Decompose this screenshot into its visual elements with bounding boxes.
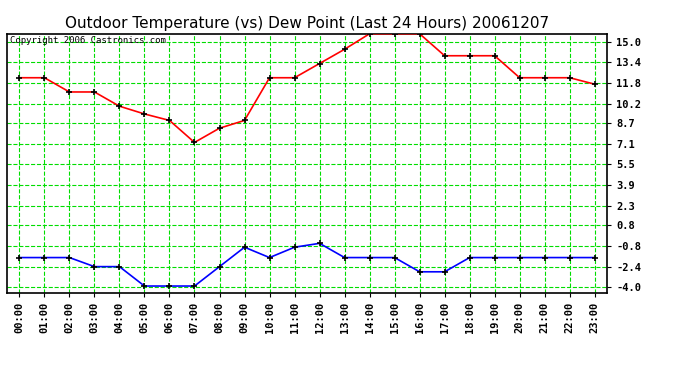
Text: Copyright 2006 Castronics.com: Copyright 2006 Castronics.com <box>10 36 166 45</box>
Title: Outdoor Temperature (vs) Dew Point (Last 24 Hours) 20061207: Outdoor Temperature (vs) Dew Point (Last… <box>65 16 549 31</box>
